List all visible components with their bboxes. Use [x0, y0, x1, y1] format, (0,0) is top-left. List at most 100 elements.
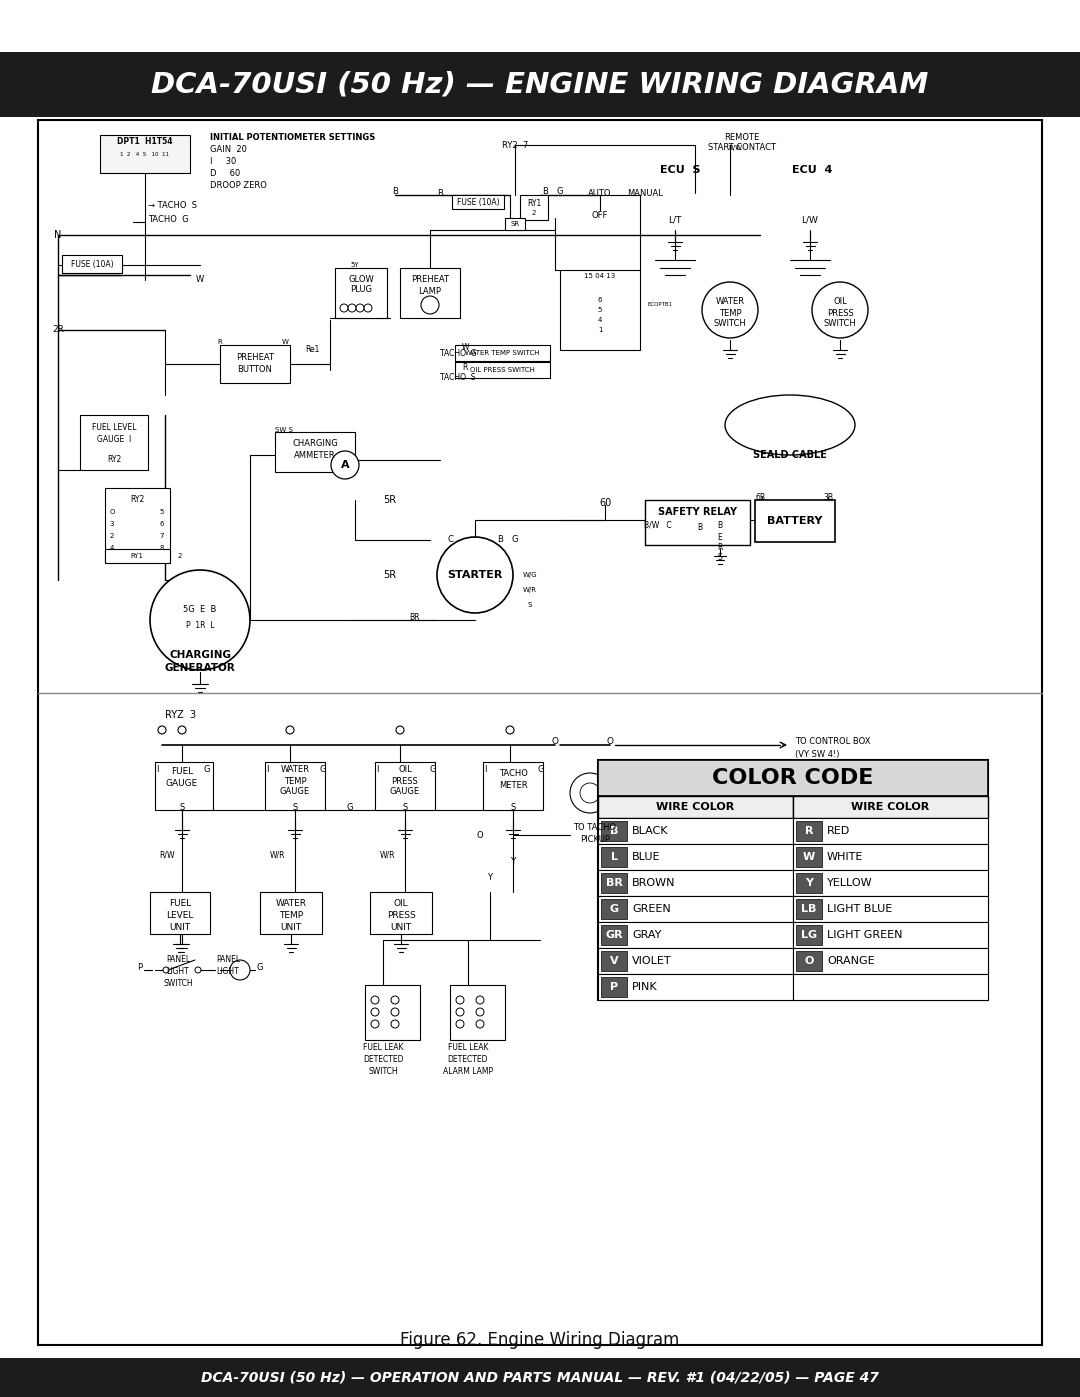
Text: OIL: OIL [399, 766, 411, 774]
Text: PLUG: PLUG [350, 285, 372, 295]
Circle shape [372, 996, 379, 1004]
Text: TACHO  G: TACHO G [148, 215, 189, 225]
Text: G: G [204, 766, 211, 774]
Text: G: G [512, 535, 518, 545]
Text: B: B [610, 826, 618, 835]
Bar [793, 895, 988, 922]
Ellipse shape [725, 395, 855, 455]
Text: SWITCH: SWITCH [824, 320, 856, 328]
Text: LAMP: LAMP [419, 286, 442, 296]
Text: BROWN: BROWN [632, 877, 675, 888]
Text: L: L [610, 852, 618, 862]
Text: REMOTE: REMOTE [725, 134, 759, 142]
Text: S: S [511, 803, 515, 813]
Circle shape [456, 996, 464, 1004]
Text: STARTER: STARTER [447, 570, 502, 580]
Text: CHARGING: CHARGING [168, 650, 231, 659]
Text: WIRE COLOR: WIRE COLOR [851, 802, 930, 812]
Text: SWITCH: SWITCH [368, 1067, 397, 1077]
Text: R: R [805, 826, 813, 835]
Text: AMMETER: AMMETER [294, 451, 336, 461]
Text: LG: LG [801, 930, 818, 940]
Text: GAUGE  I: GAUGE I [97, 434, 131, 443]
Text: AUTO: AUTO [589, 189, 611, 197]
Text: FUEL: FUEL [171, 767, 193, 777]
Bar [598, 974, 793, 1000]
Bar [0, 1358, 1080, 1397]
Text: I: I [266, 766, 268, 774]
Text: 3B: 3B [823, 493, 833, 502]
Text: OIL: OIL [394, 898, 408, 908]
Text: 5G  E  B: 5G E B [184, 605, 217, 615]
Bar [375, 761, 435, 810]
Text: OIL: OIL [833, 298, 847, 306]
Circle shape [580, 782, 600, 803]
Text: B: B [497, 535, 503, 545]
Text: R: R [218, 339, 222, 345]
Text: B/W   C: B/W C [644, 521, 672, 529]
Bar [598, 895, 793, 922]
Text: O: O [109, 509, 114, 515]
Circle shape [356, 305, 364, 312]
Text: TACHO: TACHO [499, 770, 527, 778]
Circle shape [150, 570, 249, 671]
Circle shape [348, 305, 356, 312]
Bar [265, 761, 325, 810]
Text: 5R: 5R [383, 570, 396, 580]
Text: P  1R  L: P 1R L [186, 620, 214, 630]
Text: S: S [403, 803, 407, 813]
Text: UNIT: UNIT [390, 922, 411, 932]
Bar [598, 760, 988, 1000]
Bar [793, 974, 988, 1000]
Bar [645, 500, 750, 545]
Text: 8: 8 [160, 545, 164, 550]
Bar [598, 796, 793, 819]
Circle shape [178, 726, 186, 733]
Bar [600, 900, 627, 919]
Text: TACHO  G: TACHO G [440, 348, 476, 358]
Circle shape [230, 960, 249, 981]
Text: SEALD CABLE: SEALD CABLE [753, 450, 827, 460]
Text: 2: 2 [110, 534, 114, 539]
Text: WATER TEMP SWITCH: WATER TEMP SWITCH [464, 351, 539, 356]
Text: W/G: W/G [523, 571, 538, 578]
Bar [80, 415, 148, 469]
Bar [598, 949, 793, 974]
Text: ALARM LAMP: ALARM LAMP [443, 1067, 494, 1077]
Text: RY1: RY1 [131, 553, 144, 559]
Text: S: S [528, 602, 532, 608]
Text: A: A [340, 460, 349, 469]
Text: PANEL: PANEL [216, 956, 240, 964]
Text: W: W [461, 344, 469, 352]
Bar [505, 218, 525, 231]
Text: WIRE COLOR: WIRE COLOR [657, 802, 734, 812]
Bar [561, 270, 640, 351]
Bar [38, 120, 1042, 1345]
Text: SWITCH: SWITCH [163, 979, 193, 989]
Text: G: G [430, 766, 436, 774]
Text: S: S [717, 553, 723, 563]
Bar [796, 951, 822, 971]
Text: LIGHT GREEN: LIGHT GREEN [827, 930, 903, 940]
Text: FUEL: FUEL [168, 898, 191, 908]
Bar [450, 985, 505, 1039]
Text: RY2  7: RY2 7 [502, 141, 528, 149]
Text: BUTTON: BUTTON [238, 366, 272, 374]
Text: TEMP: TEMP [718, 309, 741, 317]
Text: PRESS: PRESS [826, 309, 853, 317]
Text: SW S: SW S [275, 427, 293, 433]
Text: G: G [257, 964, 264, 972]
Text: GAUGE: GAUGE [166, 780, 198, 788]
Text: Figure 62. Engine Wiring Diagram: Figure 62. Engine Wiring Diagram [401, 1331, 679, 1350]
Text: OIL PRESS SWITCH: OIL PRESS SWITCH [470, 367, 535, 373]
Text: O: O [476, 830, 484, 840]
Circle shape [286, 726, 294, 733]
Text: W: W [195, 275, 204, 285]
Text: GRAY: GRAY [632, 930, 661, 940]
Text: SAFETY RELAY: SAFETY RELAY [658, 507, 737, 517]
Text: Y: Y [511, 858, 515, 866]
Text: UNIT: UNIT [170, 922, 191, 932]
Circle shape [391, 996, 399, 1004]
Circle shape [570, 773, 610, 813]
Circle shape [163, 967, 168, 972]
